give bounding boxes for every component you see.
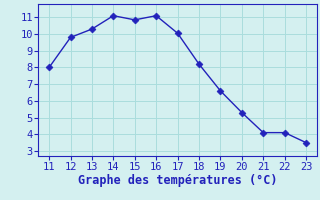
X-axis label: Graphe des températures (°C): Graphe des températures (°C) [78,174,277,187]
